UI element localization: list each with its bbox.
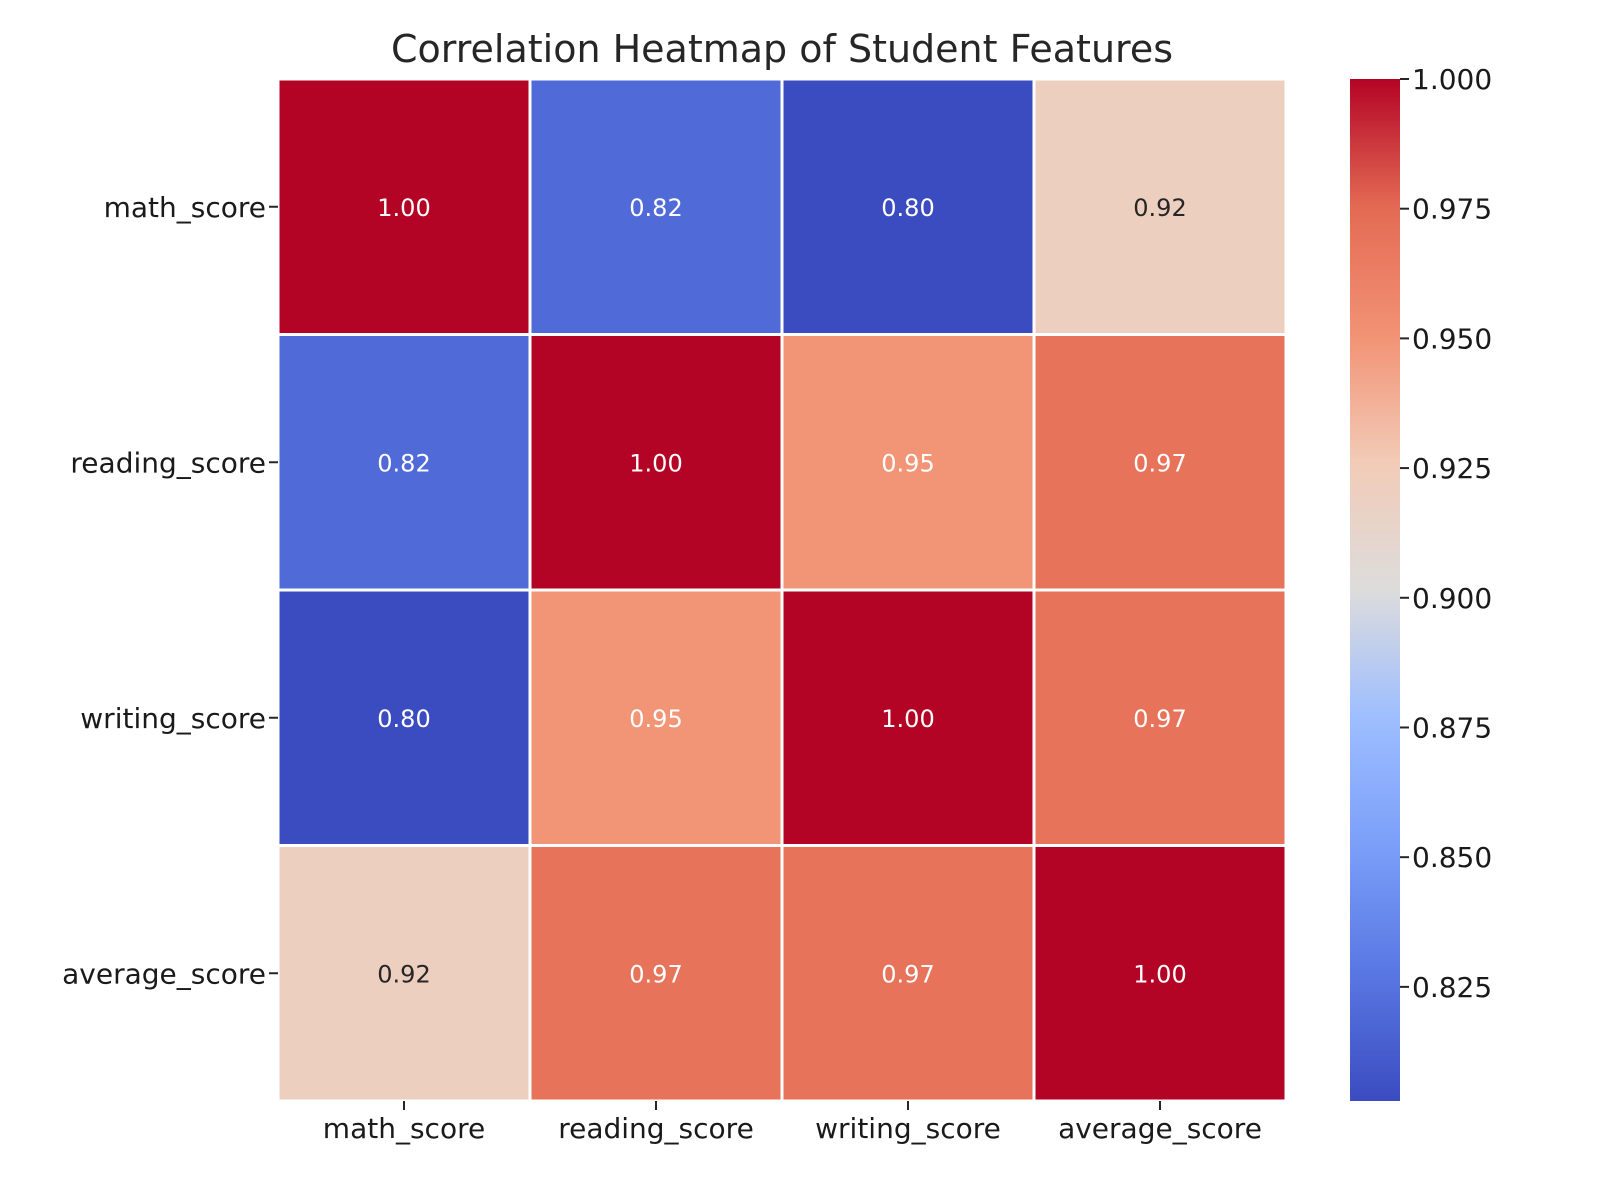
x-tick-label: reading_score	[558, 1112, 754, 1145]
heatmap-cell-math_score-reading_score	[528, 77, 784, 336]
cell-value-label: 0.80	[881, 194, 934, 222]
heatmap-cell-reading_score-math_score	[276, 333, 532, 592]
heatmap-cell-average_score-average_score	[1032, 844, 1288, 1103]
colorbar-tick-label: 0.950	[1412, 322, 1492, 355]
heatmap-cell-math_score-average_score	[1032, 77, 1288, 336]
y-tick-label: reading_score	[70, 446, 266, 479]
cell-value-label: 1.00	[377, 194, 430, 222]
y-axis: math_score reading_score writing_scoreaver…	[62, 191, 278, 990]
cell-value-label: 0.97	[1133, 705, 1186, 733]
colorbar-tick-label: 0.850	[1412, 841, 1492, 874]
cell-value-label: 1.00	[629, 449, 682, 477]
heatmap-cell-average_score-reading_score	[528, 844, 784, 1103]
x-tick-label: average_score	[1058, 1112, 1262, 1145]
cell-value-label: 0.92	[377, 960, 430, 988]
cell-value-label: 0.82	[377, 449, 430, 477]
cell-value-label: 0.92	[1133, 194, 1186, 222]
colorbar: 0.825 0.850 0.875 0.900 0.925 0.950 0.975 1.000	[1350, 63, 1492, 1101]
heatmap-cell-average_score-math_score	[276, 844, 532, 1103]
cell-value-label: 0.97	[881, 960, 934, 988]
colorbar-tick-label: 0.975	[1412, 193, 1492, 226]
heatmap-cell-math_score-writing_score	[780, 77, 1036, 336]
heatmap-cells: 1.00 0.82 0.80 0.92 0.82 1.00 0.95 0.97 0.80 0.95…	[276, 77, 1288, 1103]
colorbar-ticks: 0.825 0.850 0.875 0.900 0.925 0.950 0.975 1.000	[1400, 63, 1492, 1004]
cell-value-label: 0.95	[881, 449, 934, 477]
y-tick-label: writing_score	[80, 702, 266, 735]
colorbar-tick-label: 0.875	[1412, 711, 1492, 744]
x-tick-label: math_score	[323, 1112, 485, 1145]
x-axis: math_score reading_score writing_score aver…	[323, 1101, 1262, 1145]
y-tick-label: math_score	[104, 191, 266, 224]
colorbar-tick-label: 0.825	[1412, 971, 1492, 1004]
colorbar-tick-label: 0.925	[1412, 452, 1492, 485]
y-tick-label: average_score	[62, 957, 266, 990]
heatmap-cell-math_score-math_score	[276, 77, 532, 336]
chart-title: Correlation Heatmap of Student Features	[391, 27, 1173, 71]
cell-value-label: 0.95	[629, 705, 682, 733]
colorbar-tick-label: 0.900	[1412, 582, 1492, 615]
cell-value-label: 0.80	[377, 705, 430, 733]
cell-value-label: 0.97	[1133, 449, 1186, 477]
cell-value-label: 0.97	[629, 960, 682, 988]
cell-value-label: 1.00	[881, 705, 934, 733]
colorbar-gradient	[1350, 79, 1400, 1101]
cell-value-label: 1.00	[1133, 960, 1186, 988]
cell-value-label: 0.82	[629, 194, 682, 222]
x-tick-label: writing_score	[815, 1112, 1001, 1145]
heatmap-cell-reading_score-average_score	[1032, 333, 1288, 592]
heatmap-cell-writing_score-average_score	[1032, 588, 1288, 847]
heatmap-cell-writing_score-reading_score	[528, 588, 784, 847]
heatmap-cell-reading_score-reading_score	[528, 333, 784, 592]
colorbar-tick-label: 1.000	[1412, 63, 1492, 96]
